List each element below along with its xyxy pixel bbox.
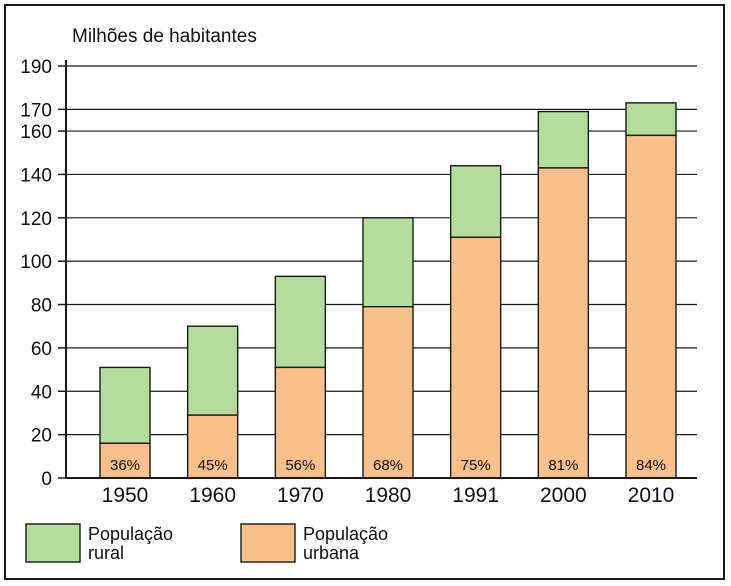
bar-rural (99, 366, 151, 445)
bar-rural (625, 102, 677, 137)
y-tick-label: 160 (20, 122, 52, 143)
urban-percent-label: 84% (636, 457, 666, 474)
urban-percent-label: 45% (198, 457, 228, 474)
x-tick-label: 1980 (365, 484, 412, 507)
legend-label-line2: rural (88, 543, 124, 563)
bar-urbana (625, 134, 677, 479)
y-axis-title: Milhões de habitantes (72, 26, 257, 47)
bar-rural (274, 275, 327, 369)
bar-rural (537, 110, 590, 169)
urban-percent-label: 68% (373, 457, 403, 474)
legend-label-line2: urbana (303, 543, 360, 563)
y-tick-label: 120 (20, 209, 52, 230)
x-tick-label: 2000 (540, 484, 587, 507)
bar-rural (449, 165, 502, 239)
x-tick-label: 1960 (189, 484, 236, 507)
bar-rural (362, 217, 414, 308)
y-tick-label: 0 (41, 469, 52, 490)
x-tick-label: 2010 (628, 484, 675, 507)
legend-swatch-urbana (240, 523, 296, 563)
x-tick-label: 1970 (277, 484, 324, 507)
legend-label-line1: População (88, 524, 173, 544)
bar-urbana (449, 236, 502, 479)
y-tick-label: 80 (31, 296, 52, 317)
bar-rural (186, 325, 239, 416)
bar-urbana (274, 366, 327, 479)
urban-percent-label: 81% (548, 457, 578, 474)
gridlines (66, 65, 697, 436)
bars-group: 36% 45% 56% 68% 75% 81% 84% (99, 102, 677, 479)
bar-urbana (99, 442, 151, 479)
legend-label-line1: População (303, 524, 388, 544)
urban-percent-label: 75% (461, 457, 491, 474)
y-tick-label: 40 (31, 382, 52, 403)
x-tick-label: 1950 (102, 484, 149, 507)
y-tick-label: 60 (31, 339, 52, 360)
bar-urbana (362, 305, 414, 479)
urban-percent-label: 36% (110, 457, 140, 474)
y-tick-label: 20 (31, 426, 52, 447)
y-tick-label: 190 (20, 57, 52, 78)
y-tick-label: 170 (20, 100, 52, 121)
y-tick-label: 100 (20, 252, 52, 273)
x-tick-label: 1991 (452, 484, 499, 507)
legend-swatch-rural (25, 523, 81, 563)
urban-percent-label: 56% (285, 457, 315, 474)
y-tick-label: 140 (20, 165, 52, 186)
bar-urbana (537, 167, 590, 479)
